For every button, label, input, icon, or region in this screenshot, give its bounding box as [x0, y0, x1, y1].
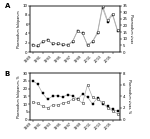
Y-axis label: Plasmodium vivax, %: Plasmodium vivax, %	[127, 79, 131, 113]
Text: B: B	[5, 71, 10, 77]
Text: A: A	[5, 3, 10, 9]
Y-axis label: Plasmodium vivax: Plasmodium vivax	[129, 14, 134, 43]
Y-axis label: Plasmodium falciparum: Plasmodium falciparum	[17, 10, 21, 48]
Y-axis label: Plasmodium falciparum, %: Plasmodium falciparum, %	[17, 75, 21, 118]
